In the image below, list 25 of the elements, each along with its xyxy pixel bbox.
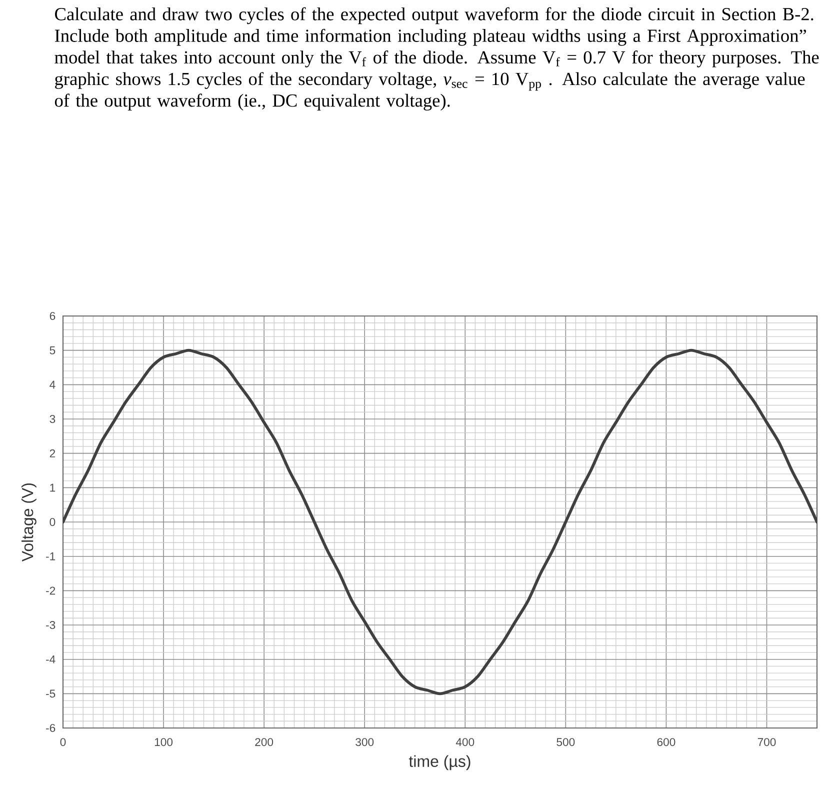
y-tick-label: 2	[50, 449, 56, 458]
x-tick-label: 200	[255, 738, 274, 746]
line-series	[63, 348, 817, 696]
x-tick-label: 100	[154, 738, 173, 746]
chart-title: Calculate and draw two cycles of the expected output waveform for the diode circuit in Section B-2. Include both amplitude and time information including plateau widths using a First Approximation” model that takes into account only the V$_{f}$ of the diode. Assume V$_{f}$ = 0.7 V for theory purposes. The graphic shows 1.5 cycles of the secondary voltage, v$_{sec}$ = 10 V$_{pp}$ . Also calculate the average value of the output waveform (ie., DC equivalent voltage).	[54, 7, 819, 111]
y-tick-label: -5	[46, 690, 56, 698]
y-tick-label: 1	[50, 484, 56, 492]
y-tick-label: -6	[46, 724, 56, 732]
x-axis-title: time (µs)	[408, 755, 470, 770]
y-tick-label: -2	[46, 586, 56, 595]
y-axis-title: Voltage (V)	[21, 483, 36, 562]
y-tick-label: -1	[46, 552, 56, 560]
x-tick-label: 400	[456, 738, 474, 746]
y-tick-label: 5	[50, 346, 56, 354]
x-tick-label: 300	[356, 738, 374, 746]
x-tick-label: 600	[657, 738, 676, 746]
y-tick-label: -4	[46, 655, 56, 664]
y-tick-label: 4	[50, 380, 56, 389]
x-tick-label: 0	[60, 738, 66, 746]
y-tick-label: 3	[50, 414, 56, 424]
y-tick-label: 0	[50, 518, 56, 526]
x-tick-label: 500	[556, 738, 575, 746]
x-tick-label: 700	[758, 738, 776, 746]
y-tick-label: -3	[46, 621, 56, 630]
y-tick-label: 6	[50, 312, 56, 320]
